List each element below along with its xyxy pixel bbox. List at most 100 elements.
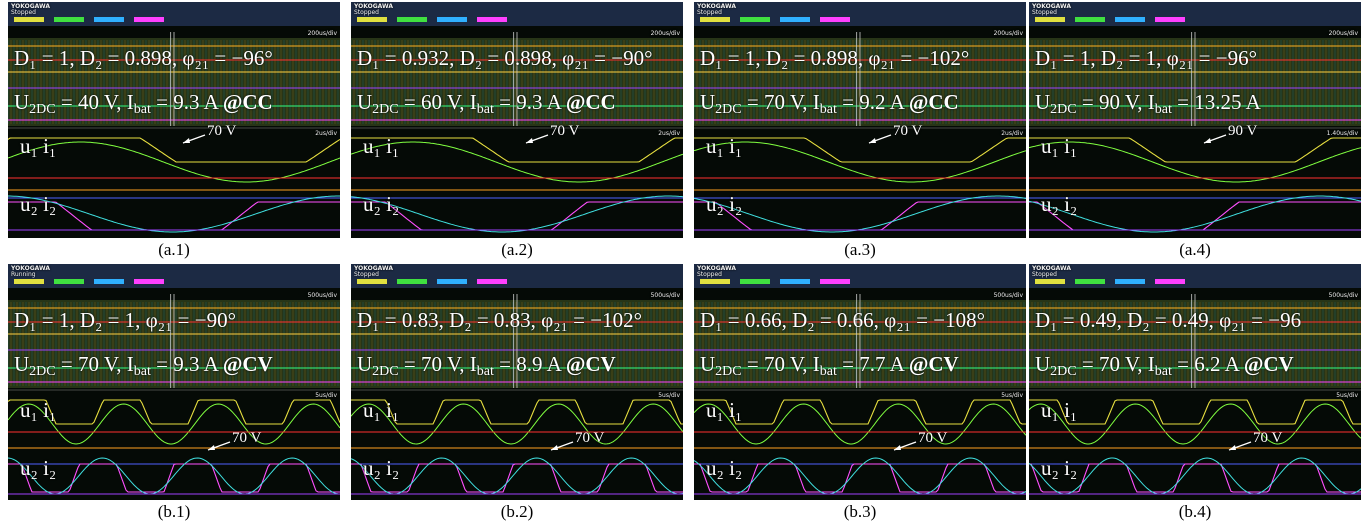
waveforms — [8, 264, 340, 495]
subscript: bat — [1154, 102, 1172, 117]
subscript: 2DC — [372, 364, 399, 379]
header-bar — [1029, 264, 1361, 288]
trace — [694, 457, 1026, 495]
header-bar — [1029, 2, 1361, 26]
channel-tag — [1075, 17, 1105, 22]
channel-tag — [700, 17, 730, 22]
channel-tag — [1035, 17, 1065, 22]
text: U — [14, 352, 30, 376]
trace — [1029, 137, 1361, 163]
trace-label: u₂ i₂ — [20, 456, 57, 480]
timebase: 200us/div — [993, 30, 1023, 37]
text: = 90 V, I — [1076, 90, 1155, 114]
trace-label: u₁ i₁ — [363, 134, 400, 158]
parameter-line: D₁ = 1, D₂ = 0.898, φ₂₁ = −102° — [700, 46, 970, 70]
status: Stopped — [1032, 9, 1057, 16]
mode: @CC — [908, 90, 959, 114]
zoom-timebase: 1.40us/div — [1326, 130, 1358, 137]
caption: (a.3) — [844, 240, 876, 259]
parameter-line: D₁ = 0.932, D₂ = 0.898, φ₂₁ = −90° — [357, 46, 653, 70]
subscript: 2DC — [715, 102, 742, 117]
status: Stopped — [354, 9, 379, 16]
text: U — [700, 90, 716, 114]
channel-tag — [477, 17, 507, 22]
waveforms — [1029, 2, 1361, 233]
trace-label: u₁ i₁ — [363, 398, 400, 422]
trace-label: u₂ i₂ — [1041, 192, 1078, 216]
caption: (b.3) — [843, 502, 877, 521]
trace — [1029, 457, 1361, 495]
timebase: 200us/div — [650, 30, 680, 37]
channel-tag — [54, 17, 84, 22]
waveforms — [1029, 264, 1361, 495]
channel-tag — [1115, 279, 1145, 284]
waveforms — [694, 264, 1026, 495]
trace-label: u₁ i₁ — [20, 398, 57, 422]
trace — [1029, 399, 1361, 425]
timebase: 200us/div — [1328, 30, 1358, 37]
trace — [1029, 403, 1361, 445]
timebase: 500us/div — [993, 292, 1023, 299]
trace-label: u₁ i₁ — [706, 134, 743, 158]
trace — [694, 137, 1026, 163]
subscript: bat — [819, 102, 837, 117]
parameter-line: D₁ = 1, D₂ = 1, φ₂₁ = −90° — [14, 308, 237, 332]
brand: YOKOGAWA — [1032, 3, 1072, 10]
arrow-head — [526, 138, 533, 143]
brand: YOKOGAWA — [354, 265, 394, 272]
arrow-head — [208, 445, 215, 450]
scope-screen: YOKOGAWA Stopped 500us/div 5us/div D₁ = 0.66… — [694, 264, 1026, 500]
subscript: 2DC — [1050, 102, 1077, 117]
scope-screen: YOKOGAWA Stopped 200us/div 2us/div D₁ = 1, D… — [694, 2, 1026, 238]
trace — [1029, 141, 1361, 183]
arrow-head — [1204, 138, 1211, 143]
trace-label: u₂ i₂ — [363, 192, 400, 216]
waveforms — [351, 264, 683, 495]
text: = 70 V, I — [1076, 352, 1155, 376]
channel-tag — [740, 279, 770, 284]
operating-line: U2DC = 70 V, Ibat = 9.3 A @CV — [14, 352, 273, 380]
trace-label: u₂ i₂ — [363, 456, 400, 480]
voltage-annotation: 70 V — [575, 430, 605, 446]
status: Running — [11, 271, 36, 278]
waveforms — [694, 2, 1026, 233]
mode: @CV — [565, 352, 616, 376]
brand: YOKOGAWA — [697, 3, 737, 10]
channel-tag — [397, 17, 427, 22]
trace-label: u₂ i₂ — [706, 192, 743, 216]
header-bar — [351, 2, 683, 26]
channel-tag — [780, 17, 810, 22]
channel-tag — [437, 279, 467, 284]
timebase: 500us/div — [1328, 292, 1358, 299]
zoom-timebase: 5us/div — [315, 392, 337, 399]
subscript: bat — [1154, 364, 1172, 379]
operating-line: U2DC = 70 V, Ibat = 7.7 A @CV — [700, 352, 959, 380]
timebase: 200us/div — [307, 30, 337, 37]
header-bar — [351, 264, 683, 288]
caption: (b.4) — [1178, 502, 1212, 521]
status: Stopped — [697, 9, 722, 16]
trace — [351, 201, 683, 231]
trace — [694, 195, 1026, 233]
waveforms — [8, 2, 340, 233]
channel-tag — [54, 279, 84, 284]
text: = 6.2 A — [1171, 352, 1244, 376]
trace-label: u₂ i₂ — [1041, 456, 1078, 480]
status: Stopped — [354, 271, 379, 278]
trace — [8, 201, 340, 231]
caption: (b.1) — [157, 502, 191, 521]
text: = 9.2 A — [836, 90, 909, 114]
text: U — [14, 90, 30, 114]
operating-line: U2DC = 40 V, Ibat = 9.3 A @CC — [14, 90, 273, 118]
subscript: 2DC — [29, 364, 56, 379]
trace-label: u₁ i₁ — [20, 134, 57, 158]
text: = 70 V, I — [741, 352, 820, 376]
trace — [1029, 195, 1361, 233]
trace — [351, 463, 683, 493]
trace — [8, 141, 340, 183]
arrow-head — [894, 445, 901, 450]
header-bar — [8, 2, 340, 26]
channel-tag — [1115, 17, 1145, 22]
channel-tag — [477, 279, 507, 284]
